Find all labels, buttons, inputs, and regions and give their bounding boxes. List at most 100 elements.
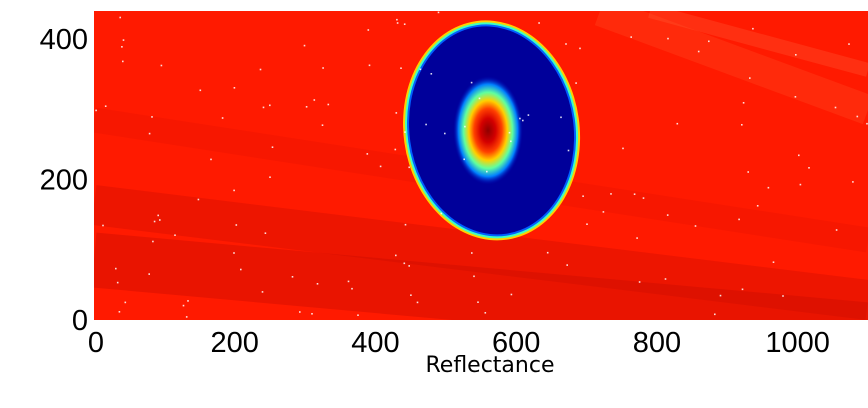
noise-dot: [210, 158, 212, 161]
noise-dot: [404, 131, 406, 133]
noise-dot: [633, 193, 636, 195]
noise-dot: [347, 280, 350, 283]
noise-dot: [856, 115, 859, 118]
noise-dot: [233, 189, 235, 192]
noise-dot: [602, 211, 605, 213]
noise-dot: [313, 99, 316, 101]
noise-dot: [795, 54, 797, 56]
noise-dot: [311, 313, 313, 315]
noise-dot: [694, 225, 697, 227]
x-tick-label: 400: [351, 327, 399, 359]
noise-dot: [798, 154, 800, 157]
noise-dot: [477, 301, 479, 303]
noise-dot: [470, 81, 473, 84]
noise-dot: [305, 106, 308, 108]
noise-dot: [235, 224, 238, 226]
noise-dot: [582, 195, 584, 197]
noise-dot: [187, 300, 189, 302]
noise-dot: [636, 237, 638, 239]
x-axis-ticks: 0 200 400 600 800 1000: [88, 327, 830, 359]
noise-dot: [508, 131, 511, 134]
noise-dot: [444, 132, 446, 135]
noise-dot: [174, 234, 176, 236]
noise-dot: [408, 166, 410, 169]
noise-dot: [794, 96, 797, 98]
noise-dot: [560, 116, 562, 119]
noise-dot: [425, 123, 427, 126]
x-tick-label: 0: [88, 327, 104, 359]
background-streak: [648, 11, 868, 77]
noise-dot: [271, 146, 274, 148]
noise-dot: [95, 109, 97, 112]
noise-dot: [808, 167, 810, 169]
noise-dot: [430, 73, 433, 75]
noise-dot: [395, 254, 397, 257]
noise-dot: [357, 314, 359, 316]
noise-dot: [714, 313, 716, 316]
noise-dot: [767, 186, 770, 189]
background-streak: [94, 232, 868, 320]
noise-dot: [233, 252, 235, 254]
noise-dot: [510, 293, 513, 296]
noise-dot: [269, 104, 271, 107]
noise-dot: [115, 267, 117, 270]
noise-dot: [741, 288, 744, 291]
noise-dot: [835, 229, 838, 231]
ring-feature: [403, 20, 581, 241]
noise-dot: [122, 39, 125, 41]
y-tick-label: 0: [72, 305, 88, 337]
noise-dot: [122, 60, 124, 63]
noise-dot: [486, 170, 488, 173]
noise-dot: [752, 27, 754, 30]
noise-dot: [396, 18, 398, 21]
noise-dot: [124, 301, 127, 304]
noise-dot: [322, 67, 324, 69]
noise-dot: [157, 214, 159, 217]
noise-dot: [259, 68, 262, 71]
noise-dot: [148, 132, 151, 135]
noise-dot: [368, 64, 371, 67]
noise-dot: [159, 219, 161, 221]
y-axis-ticks: 0 200 400: [40, 24, 88, 337]
noise-dot: [642, 197, 645, 199]
noise-dot: [291, 276, 294, 278]
noise-dot: [262, 106, 265, 109]
noise-dot: [527, 114, 530, 116]
noise-dot: [151, 116, 153, 118]
noise-dot: [366, 153, 369, 155]
noise-dot: [519, 117, 521, 120]
x-tick-label: 800: [633, 327, 681, 359]
noise-dot: [233, 87, 236, 89]
noise-dot: [473, 275, 475, 278]
noise-dot: [834, 106, 837, 109]
noise-dot: [749, 77, 751, 79]
noise-dot: [742, 102, 745, 104]
x-tick-label: 600: [492, 327, 540, 359]
noise-dot: [538, 22, 540, 24]
x-tick-label: 1000: [765, 327, 830, 359]
noise-dot: [738, 218, 740, 221]
noise-dot: [403, 23, 406, 25]
noise-dot: [118, 311, 121, 313]
noise-dot: [610, 193, 612, 195]
noise-dot: [799, 183, 802, 186]
noise-dot: [440, 212, 443, 215]
noise-dot: [327, 103, 330, 106]
noise-dot: [197, 198, 200, 201]
noise-dot: [522, 119, 524, 122]
noise-dot: [416, 301, 419, 304]
noise-dot: [478, 97, 481, 100]
noise-dot: [299, 311, 301, 313]
noise-dot: [852, 181, 854, 183]
noise-dot: [676, 122, 679, 125]
noise-dot: [403, 262, 406, 265]
noise-dot: [185, 316, 188, 318]
noise-dot: [567, 149, 570, 152]
noise-dot: [269, 176, 271, 178]
background-streak: [594, 11, 868, 125]
noise-dot: [546, 251, 549, 254]
noise-dot: [116, 281, 119, 284]
noise-dot: [630, 36, 632, 38]
noise-dot: [866, 122, 868, 125]
noise-dot: [160, 64, 163, 67]
